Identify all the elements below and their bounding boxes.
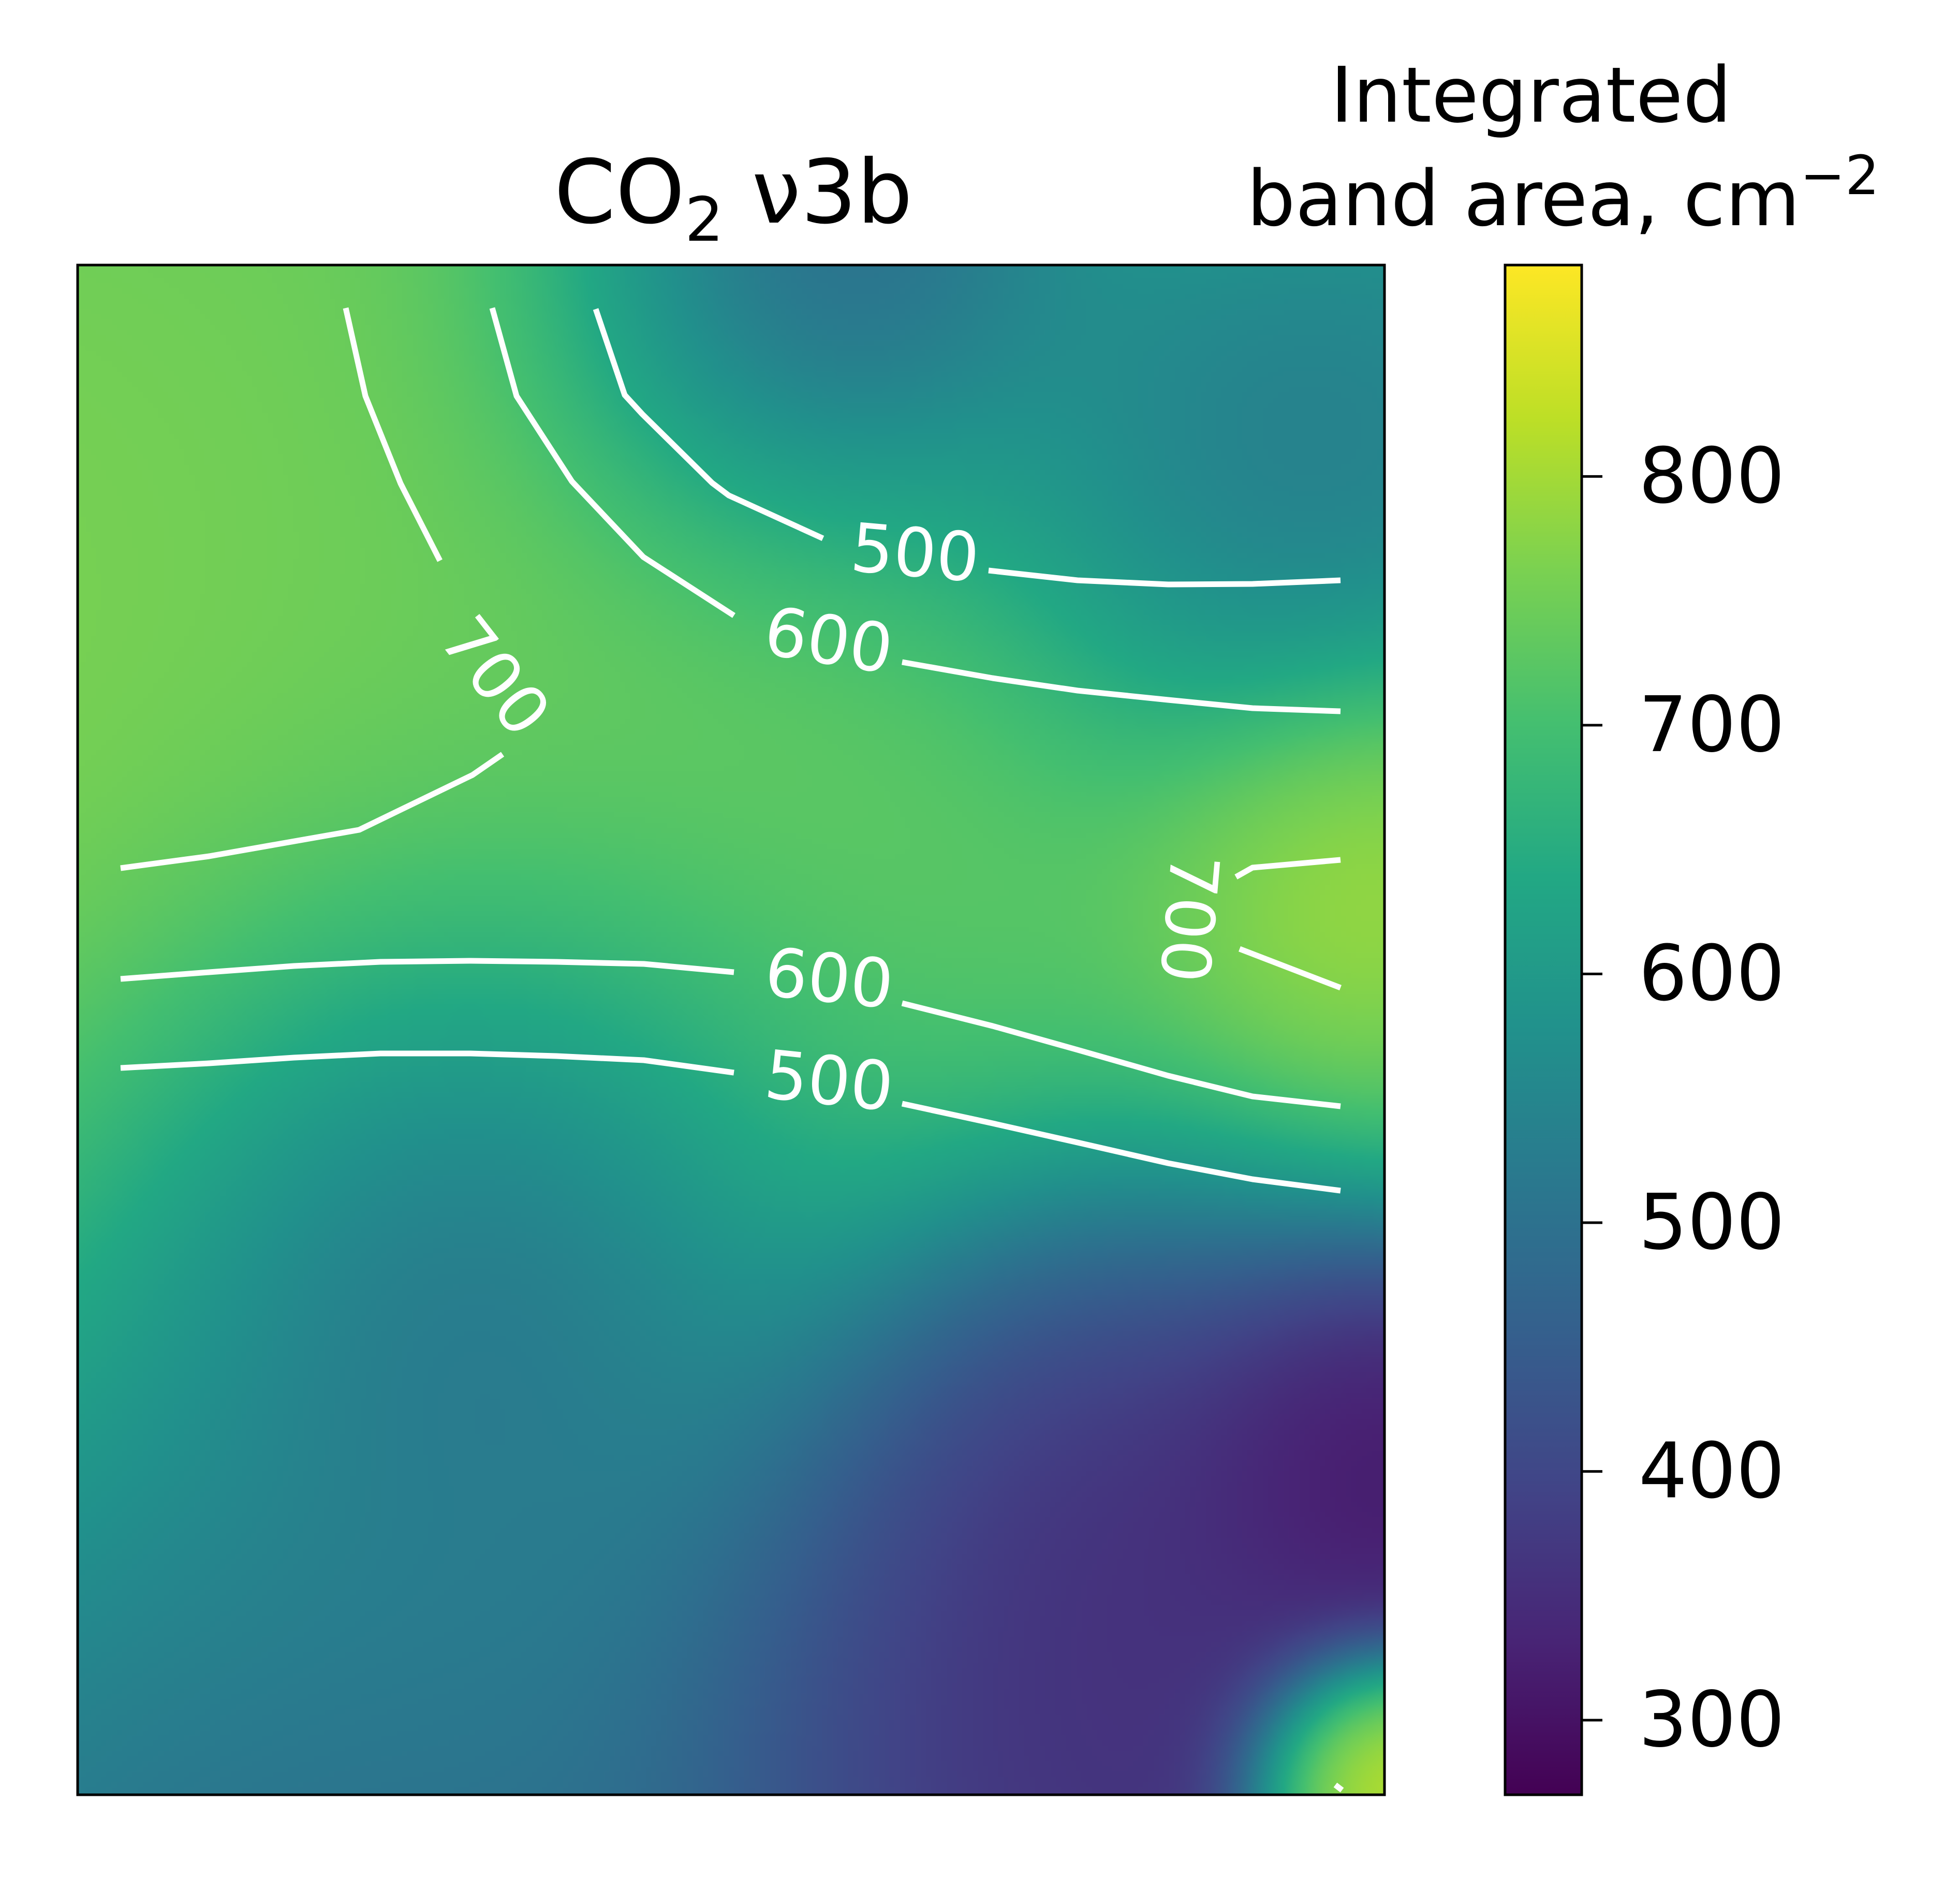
colorbar-tick-label: 800 bbox=[1639, 431, 1785, 520]
colorbar-tick-label: 600 bbox=[1639, 929, 1785, 1018]
colorbar-tick-label: 700 bbox=[1639, 680, 1785, 769]
chart-title: CO2 ν3b bbox=[554, 141, 913, 255]
contour-500-lower-b bbox=[901, 1101, 1341, 1194]
contour-label: 600 bbox=[761, 932, 897, 1024]
contour-lines bbox=[120, 307, 1344, 1793]
contour-tiny-corner bbox=[1333, 1782, 1344, 1793]
colorbar-label-line1: Integrated bbox=[1330, 51, 1731, 140]
contour-label: 500 bbox=[761, 1035, 897, 1126]
contour-600-lower-b bbox=[901, 1000, 1341, 1109]
colorbar: 300 400 500 600 700 800 bbox=[1504, 263, 1785, 1796]
contour-label: 700 bbox=[1144, 851, 1234, 986]
contour-700-right-a bbox=[1234, 857, 1341, 880]
colorbar-tick-label: 500 bbox=[1639, 1178, 1785, 1267]
contour-700-upper-b bbox=[120, 752, 505, 871]
contour-label: 500 bbox=[848, 508, 982, 597]
heatmap-plot: 500 600 700 600 500 700 bbox=[76, 263, 1386, 1796]
contour-500-upper-b bbox=[988, 567, 1341, 588]
colorbar-gradient bbox=[1505, 265, 1582, 1795]
contour-700-right-b bbox=[1239, 946, 1342, 991]
colorbar-tick-label: 300 bbox=[1639, 1675, 1785, 1764]
colorbar-ticks: 300 400 500 600 700 800 bbox=[1582, 431, 1785, 1764]
colorbar-frame bbox=[1504, 263, 1583, 1796]
contour-700-upper-a bbox=[343, 307, 443, 562]
contour-500-upper-a bbox=[593, 308, 824, 541]
colorbar-tick-label: 400 bbox=[1639, 1426, 1785, 1515]
plot-frame bbox=[76, 263, 1386, 1796]
contour-600-upper-b bbox=[902, 659, 1341, 714]
heatmap-field bbox=[78, 265, 1384, 1795]
contour-600-lower-a bbox=[120, 958, 734, 982]
colorbar-label-line2: band area, cm−2 bbox=[1247, 144, 1879, 243]
contour-500-lower-a bbox=[120, 1050, 734, 1076]
contour-600-upper-a bbox=[489, 307, 735, 618]
